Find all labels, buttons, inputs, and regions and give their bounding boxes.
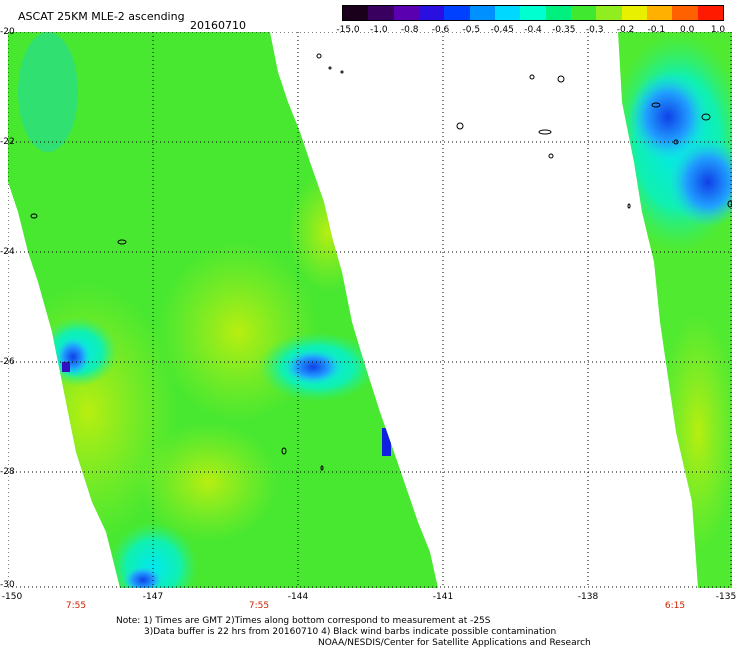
- lat-label: -24: [0, 247, 15, 257]
- lon-label: -144: [287, 592, 309, 602]
- lat-label: -22: [0, 137, 15, 147]
- time-label: 6:15: [664, 601, 686, 611]
- swath-map: [8, 32, 732, 588]
- lat-label: -28: [0, 467, 15, 477]
- lon-label: -141: [432, 592, 454, 602]
- color-scale-swatch: [596, 6, 622, 20]
- right-swath: [618, 32, 732, 588]
- color-scale-swatch: [418, 6, 445, 20]
- color-scale-label: -0.6: [431, 25, 450, 35]
- color-scale-label: -0.3: [585, 25, 604, 35]
- lat-label: -20: [0, 27, 15, 37]
- color-scale-label: -0.45: [490, 25, 514, 35]
- color-scale-swatch: [343, 6, 369, 20]
- color-scale-swatch: [520, 6, 546, 20]
- color-scale-label: -0.35: [552, 25, 576, 35]
- contamination-contours: [30, 53, 732, 471]
- color-scale-swatch: [646, 6, 673, 20]
- color-scale-swatch: [697, 6, 723, 20]
- note-line-1: Note: 1) Times are GMT 2)Times along bot…: [116, 616, 491, 626]
- lon-label: -150: [1, 592, 23, 602]
- color-scale-swatch: [368, 6, 394, 20]
- time-label: 7:55: [65, 601, 87, 611]
- color-scale-swatch: [570, 6, 597, 20]
- lon-label: -138: [577, 592, 599, 602]
- color-scale-label: -0.2: [616, 25, 635, 35]
- color-scale-swatch: [672, 6, 698, 20]
- color-scale-swatch: [494, 6, 521, 20]
- color-scale-label: -15.0: [336, 25, 360, 35]
- map-date: 20160710: [190, 19, 246, 32]
- map-title: ASCAT 25KM MLE-2 ascending: [18, 10, 185, 23]
- color-scale-label: 0.0: [679, 25, 695, 35]
- color-scale-swatch: [444, 6, 470, 20]
- lon-label: -147: [142, 592, 164, 602]
- note-line-3: NOAA/NESDIS/Center for Satellite Applica…: [318, 638, 591, 648]
- time-label: 7:55: [248, 601, 270, 611]
- lat-label: -26: [0, 357, 15, 367]
- color-scale-label: -0.8: [400, 25, 419, 35]
- color-scale-swatch: [469, 6, 495, 20]
- color-scale-label: -0.1: [647, 25, 666, 35]
- color-scale-swatch: [393, 6, 419, 20]
- lon-label: -135: [715, 592, 737, 602]
- color-scale-label: -0.4: [524, 25, 542, 35]
- color-scale-label: -1.0: [370, 25, 388, 35]
- grid-lines: [8, 32, 732, 588]
- color-scale-swatch: [621, 6, 647, 20]
- color-scale-label: 1.0: [710, 25, 726, 35]
- color-scale-label: -0.5: [462, 25, 481, 35]
- left-swath: [8, 32, 438, 588]
- lat-label: -30: [0, 580, 15, 590]
- color-scale-swatch: [545, 6, 571, 20]
- note-line-2: 3)Data buffer is 22 hrs from 20160710 4)…: [144, 627, 557, 637]
- color-scale-bar: [342, 5, 724, 21]
